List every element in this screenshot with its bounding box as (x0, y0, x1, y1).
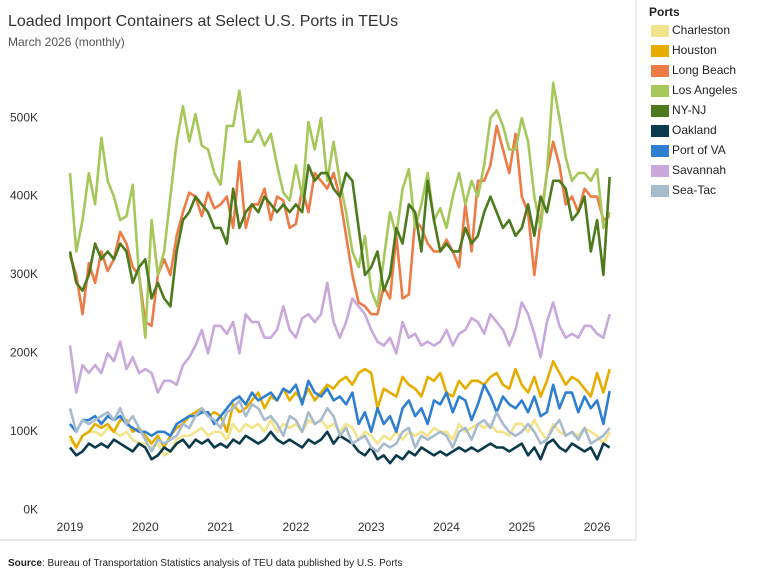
chart-title: Loaded Import Containers at Select U.S. … (8, 13, 398, 30)
series-line (68, 399, 611, 453)
legend-swatch (651, 125, 669, 137)
x-tick-label: 2023 (358, 520, 385, 534)
series-line (68, 379, 611, 438)
legend-label: Houston (672, 43, 717, 57)
source-label: Source (8, 558, 42, 569)
legend-swatch (651, 65, 669, 77)
legend-label: Port of VA (672, 143, 726, 157)
legend-label: Sea-Tac (672, 183, 716, 197)
series-line (68, 163, 611, 308)
legend-label: Oakland (672, 123, 717, 137)
x-tick-label: 2024 (433, 520, 460, 534)
legend-label: Charleston (672, 23, 730, 37)
x-tick-label: 2019 (57, 520, 84, 534)
legend-swatch (651, 105, 669, 117)
x-tick-label: 2021 (207, 520, 234, 534)
y-tick-label: 300K (10, 267, 38, 281)
series-line (68, 281, 611, 394)
x-tick-label: 2022 (283, 520, 310, 534)
y-tick-label: 500K (10, 110, 38, 124)
legend-swatch (651, 25, 669, 37)
x-tick-label: 2020 (132, 520, 159, 534)
legend-swatch (651, 145, 669, 157)
legend-label: NY-NJ (672, 103, 706, 117)
y-tick-label: 200K (10, 346, 38, 360)
legend-swatch (651, 165, 669, 177)
source: Source: Bureau of Transportation Statist… (8, 558, 402, 569)
legend-label: Savannah (672, 163, 726, 177)
x-tick-label: 2026 (584, 520, 611, 534)
legend-swatch (651, 85, 669, 97)
legend-label: Long Beach (672, 63, 736, 77)
legend-swatch (651, 185, 669, 197)
y-tick-label: 100K (10, 424, 38, 438)
series-line (68, 81, 611, 340)
legend-label: Los Angeles (672, 83, 737, 97)
y-tick-label: 0K (23, 502, 38, 516)
legend-title: Ports (649, 5, 680, 19)
chart-subtitle: March 2026 (monthly) (8, 35, 125, 49)
legend-swatch (651, 45, 669, 57)
x-tick-label: 2025 (508, 520, 535, 534)
y-tick-label: 400K (10, 189, 38, 203)
source-text: : Bureau of Transportation Statistics an… (42, 558, 403, 569)
